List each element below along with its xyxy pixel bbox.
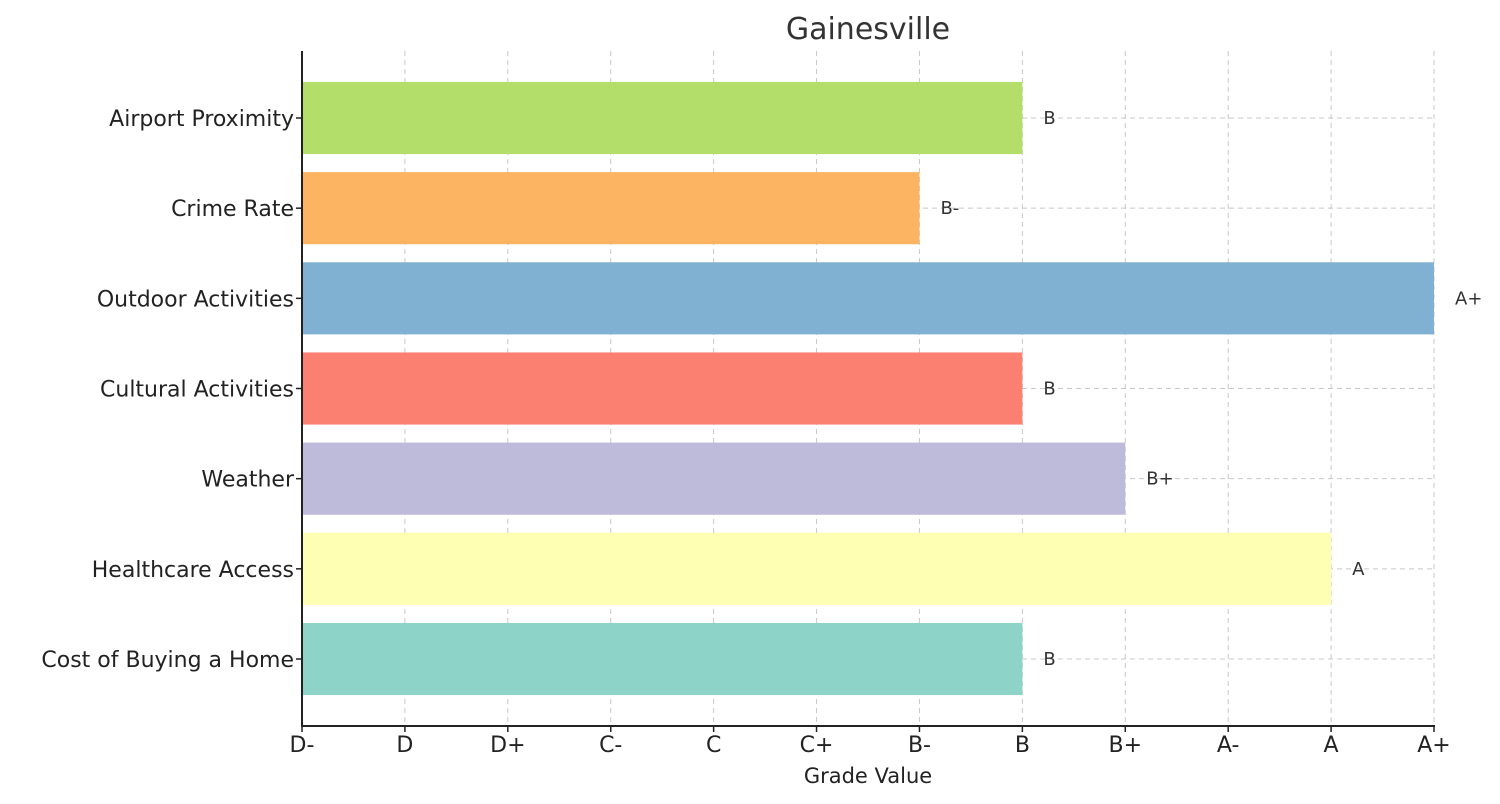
bar: [302, 81, 1023, 155]
x-tick-label: C+: [800, 733, 834, 758]
x-tick-label: D: [396, 733, 413, 758]
bar-value-label: B: [1043, 649, 1055, 670]
bar: [302, 352, 1023, 425]
chart-title: Gainesville: [786, 12, 950, 47]
x-tick-label: A-: [1217, 733, 1240, 758]
y-tick-label: Airport Proximity: [109, 107, 294, 132]
bar: [302, 622, 1023, 696]
y-tick-label: Cost of Buying a Home: [41, 648, 294, 673]
bar: [302, 532, 1332, 605]
bar-value-label: A: [1352, 559, 1365, 580]
x-tick-label: D-: [290, 733, 315, 758]
y-tick-label: Weather: [201, 468, 295, 493]
y-tick-label: Crime Rate: [171, 197, 294, 222]
x-tick-label: B: [1015, 733, 1030, 758]
x-axis-label: Grade Value: [804, 764, 932, 788]
bar-value-label: B-: [940, 198, 959, 219]
bar-value-label: B+: [1146, 469, 1173, 490]
bar-value-label: B: [1043, 379, 1055, 400]
y-tick-label: Healthcare Access: [92, 558, 294, 583]
x-tick-label: A+: [1417, 733, 1450, 758]
bars-layer: [302, 81, 1434, 696]
bar-value-label: A+: [1455, 288, 1482, 309]
bar: [302, 442, 1126, 515]
bar: [302, 172, 920, 245]
x-ticks-layer: D- D D+ C- C C+ B- B B+ A- A A+: [290, 726, 1451, 758]
y-tick-label: Cultural Activities: [100, 378, 294, 403]
x-tick-label: C: [706, 733, 721, 758]
x-tick-label: D+: [490, 733, 525, 758]
bar: [302, 262, 1434, 335]
y-tick-label: Outdoor Activities: [97, 287, 294, 312]
bar-labels-layer: B A B+ B A+ B- B: [940, 108, 1482, 670]
x-tick-label: B+: [1109, 733, 1143, 758]
bar-value-label: B: [1043, 108, 1055, 129]
x-tick-label: C-: [599, 733, 622, 758]
y-ticks-layer: Cost of Buying a Home Healthcare Access We…: [41, 107, 302, 673]
x-tick-label: A: [1324, 733, 1339, 758]
x-tick-label: B-: [908, 733, 931, 758]
